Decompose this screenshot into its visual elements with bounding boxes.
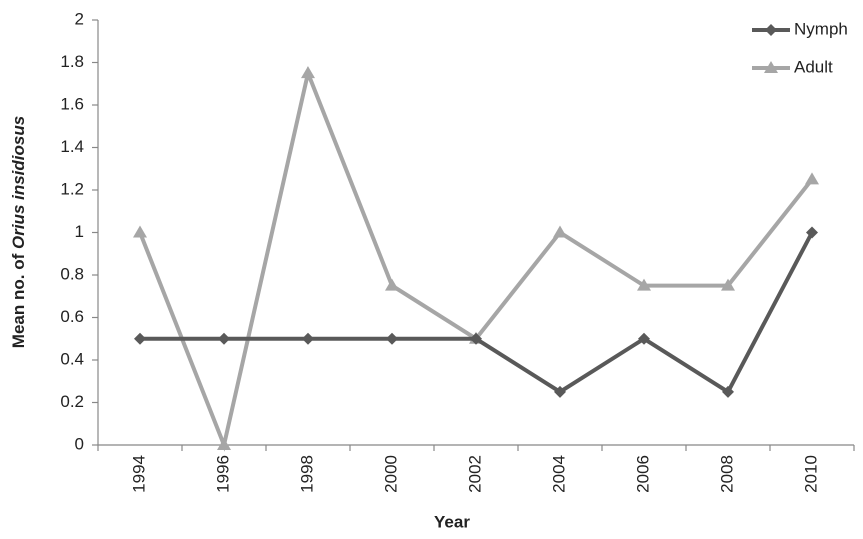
y-tick-label: 1 <box>75 222 84 241</box>
marker <box>764 61 778 73</box>
y-tick-label: 1.4 <box>60 137 84 156</box>
marker <box>385 278 399 291</box>
x-tick-label: 2006 <box>633 455 652 493</box>
marker <box>637 278 651 291</box>
marker <box>554 385 566 398</box>
y-tick-label: 1.6 <box>60 94 84 113</box>
marker <box>301 66 315 79</box>
marker <box>638 332 650 345</box>
marker <box>722 385 734 398</box>
x-tick-label: 2000 <box>381 455 400 493</box>
x-tick-label: 1994 <box>129 455 148 493</box>
marker <box>721 278 735 291</box>
x-axis-label: Year <box>434 512 470 531</box>
legend-label: Adult <box>794 57 833 76</box>
marker <box>134 332 146 345</box>
x-tick-label: 2008 <box>717 455 736 493</box>
y-axis-label-italic: Orius insidiosus <box>9 116 28 249</box>
marker <box>765 24 777 36</box>
marker <box>553 225 567 238</box>
y-tick-label: 0.8 <box>60 264 84 283</box>
series-line <box>138 66 814 452</box>
x-tick-label: 1998 <box>297 455 316 493</box>
marker <box>133 225 147 238</box>
marker <box>470 332 482 345</box>
x-tick-label: 2010 <box>801 455 820 493</box>
y-tick-label: 1.8 <box>60 52 84 71</box>
marker <box>217 438 231 450</box>
legend-label: Nymph <box>794 19 848 38</box>
marker <box>386 332 398 345</box>
y-tick-label: 0.6 <box>60 307 84 326</box>
y-axis-label-plain: Mean no. of <box>9 253 28 348</box>
marker <box>218 332 230 345</box>
x-tick-label: 2002 <box>465 455 484 493</box>
y-tick-label: 1.2 <box>60 179 84 198</box>
y-tick-label: 0.4 <box>60 349 84 368</box>
y-tick-label: 0.2 <box>60 392 84 411</box>
x-tick-label: 1996 <box>213 455 232 493</box>
marker <box>806 226 818 239</box>
y-tick-label: 0 <box>75 434 84 453</box>
marker <box>805 172 819 185</box>
marker <box>302 332 314 345</box>
y-tick-label: 2 <box>75 9 84 28</box>
x-tick-label: 2004 <box>549 455 568 493</box>
y-axis-label: Mean no. of Orius insidiosus <box>9 116 28 348</box>
